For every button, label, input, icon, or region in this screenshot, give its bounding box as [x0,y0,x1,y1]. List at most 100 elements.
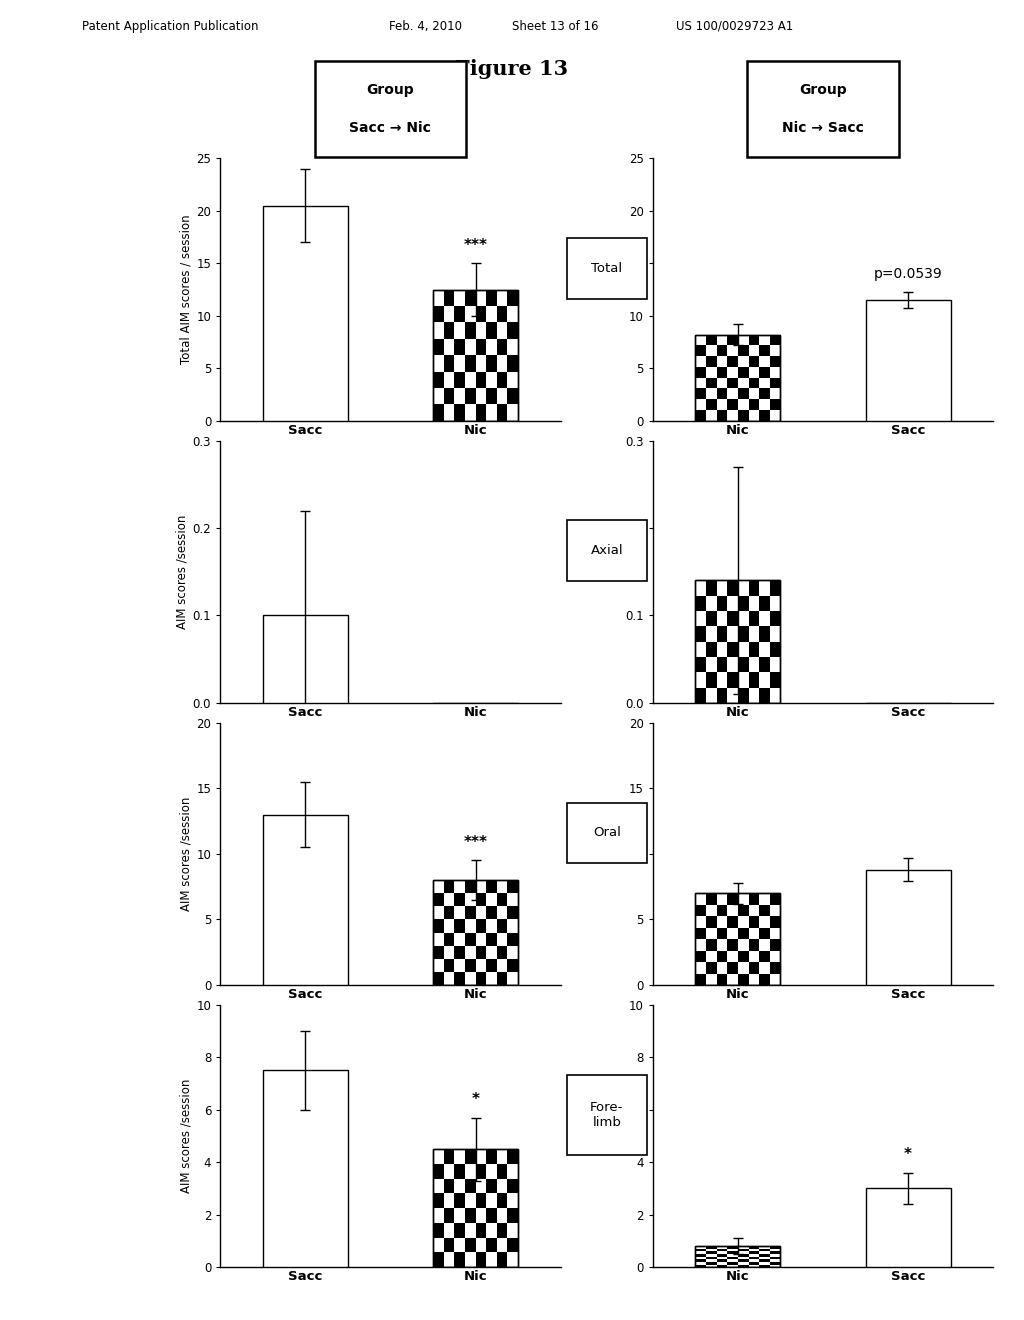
Bar [433,404,443,421]
Bar [749,1246,759,1249]
Bar [749,1257,759,1259]
Bar [455,945,465,958]
Bar [465,1238,475,1253]
Bar [695,346,706,356]
Text: p=0.0539: p=0.0539 [873,267,942,281]
Bar [508,322,518,339]
Bar [433,289,518,421]
Bar [770,1257,780,1259]
Bar [497,1193,508,1208]
Bar [770,939,780,950]
Bar [759,904,770,916]
Bar [759,627,770,642]
Bar [443,907,455,920]
Bar [508,880,518,894]
Bar [706,894,717,904]
Bar [263,615,348,702]
Bar [497,404,508,421]
Bar [727,894,738,904]
Bar [717,1254,727,1257]
Bar [706,939,717,950]
Bar [727,1257,738,1259]
Bar [443,1208,455,1222]
Bar [706,335,717,346]
Bar [749,962,759,974]
Bar [433,306,443,322]
Bar [759,1249,770,1251]
Bar [749,939,759,950]
Bar [738,1254,749,1257]
Bar [738,1265,749,1267]
Bar [455,920,465,932]
Bar [433,1193,443,1208]
Bar [727,335,738,346]
Bar [443,388,455,404]
Bar [475,972,486,985]
Bar [759,1254,770,1257]
Bar [475,1193,486,1208]
Bar [759,950,770,962]
Bar [455,339,465,355]
Bar [695,1265,706,1267]
Bar [443,958,455,972]
Bar [455,1253,465,1267]
Bar [475,404,486,421]
Text: Axial: Axial [591,544,623,557]
Bar [695,1249,706,1251]
Bar [738,1259,749,1262]
Bar [263,814,348,985]
Text: Group: Group [367,83,415,98]
Bar [727,962,738,974]
Bar [433,945,443,958]
Bar [717,1249,727,1251]
Bar [770,356,780,367]
Bar [727,1251,738,1254]
Bar [759,346,770,356]
Bar [508,355,518,371]
Bar [717,688,727,702]
Bar [706,1246,717,1249]
Bar [749,1262,759,1265]
Bar [717,657,727,672]
Bar [433,880,518,985]
Bar [486,388,497,404]
Bar [508,1150,518,1164]
Bar [749,1251,759,1254]
Bar [695,1246,780,1267]
Bar [738,595,749,611]
Bar [749,399,759,411]
Bar [497,972,508,985]
Bar [770,335,780,346]
Bar [706,399,717,411]
Bar [433,371,443,388]
Bar [508,1179,518,1193]
Bar [263,1071,348,1267]
Bar [508,388,518,404]
Bar [738,627,749,642]
Bar [695,581,780,702]
Bar [486,958,497,972]
Bar [486,1208,497,1222]
Bar [695,581,780,702]
Bar [695,335,780,421]
Bar [738,1249,749,1251]
Bar [738,367,749,378]
Bar [497,371,508,388]
Bar [770,611,780,627]
Bar [770,962,780,974]
Bar [443,932,455,945]
Bar [727,399,738,411]
Bar [749,335,759,346]
Bar [706,916,717,928]
Bar [770,894,780,904]
Bar [706,581,717,595]
Bar [727,916,738,928]
Bar [738,688,749,702]
Bar [443,1150,455,1164]
Bar [759,688,770,702]
Bar [770,1246,780,1249]
Bar [695,411,706,421]
Bar [695,950,706,962]
Bar [706,1257,717,1259]
Bar [465,1150,475,1164]
